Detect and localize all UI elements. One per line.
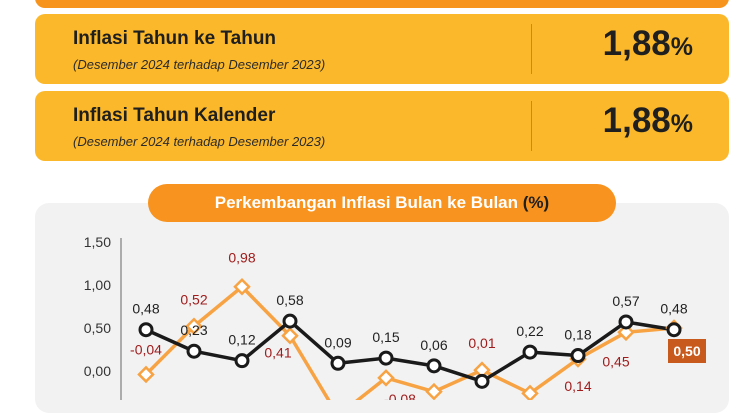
latest-value-highlight-box bbox=[668, 339, 706, 363]
black-series-data-label: 0,18 bbox=[564, 327, 591, 343]
orange-series-data-label: 0,98 bbox=[228, 250, 255, 266]
yoy-inflation-card: Inflasi Tahun ke Tahun (Desember 2024 te… bbox=[35, 14, 729, 84]
ytd-card-subtitle: (Desember 2024 terhadap Desember 2023) bbox=[73, 134, 326, 149]
black-circle-marker bbox=[570, 348, 586, 364]
orange-series-data-label: 0,14 bbox=[564, 378, 591, 394]
black-circle-marker bbox=[522, 344, 538, 360]
black-series-data-label: 0,23 bbox=[180, 322, 207, 338]
black-circle-marker bbox=[138, 322, 154, 338]
y-tick-label: 1,50 bbox=[84, 234, 111, 250]
yoy-value-number: 1,88 bbox=[602, 24, 671, 63]
black-series-data-label: 0,12 bbox=[228, 332, 255, 348]
black-series-data-label: 0,58 bbox=[276, 292, 303, 308]
black-circle-marker bbox=[426, 358, 442, 374]
black-series-data-label: 0,48 bbox=[132, 301, 159, 317]
orange-diamond-marker bbox=[185, 317, 203, 336]
ytd-card-divider bbox=[531, 101, 532, 151]
series-black-line bbox=[145, 319, 675, 384]
black-circle-marker bbox=[282, 313, 298, 329]
chart-title-unit: (%) bbox=[522, 193, 550, 212]
y-tick-label: 0,00 bbox=[84, 363, 111, 379]
y-tick-label: 1,00 bbox=[84, 277, 111, 293]
black-circle-marker bbox=[618, 314, 634, 330]
orange-series-data-label: -0,52 bbox=[322, 399, 354, 400]
orange-series-data-label: -0,04 bbox=[130, 341, 162, 357]
orange-diamond-marker bbox=[233, 277, 251, 296]
black-series-data-label: 0,48 bbox=[660, 301, 687, 317]
black-circle-marker bbox=[234, 353, 250, 369]
black-series-data-label: 0,57 bbox=[612, 293, 639, 309]
ytd-value-unit: % bbox=[670, 110, 693, 138]
orange-diamond-marker bbox=[521, 384, 539, 400]
ytd-inflation-card: Inflasi Tahun Kalender (Desember 2024 te… bbox=[35, 91, 729, 161]
orange-diamond-marker bbox=[377, 369, 395, 387]
black-circle-marker bbox=[474, 373, 490, 389]
yoy-card-subtitle: (Desember 2024 terhadap Desember 2023) bbox=[73, 57, 326, 72]
orange-series-data-label: -0,08 bbox=[384, 391, 416, 400]
orange-series-data-label: 0,52 bbox=[180, 291, 207, 307]
black-series-data-label: 0,22 bbox=[516, 323, 543, 339]
chart-title-pill: Perkembangan Inflasi Bulan ke Bulan (%) bbox=[148, 184, 616, 222]
ytd-value-number: 1,88 bbox=[602, 101, 671, 140]
yoy-card-title: Inflasi Tahun ke Tahun bbox=[73, 28, 277, 49]
black-series-data-label: 0,06 bbox=[420, 337, 447, 353]
black-circle-marker bbox=[186, 343, 202, 359]
black-series-data-label: 0,09 bbox=[324, 334, 351, 350]
orange-series-data-label: 0,45 bbox=[602, 353, 629, 369]
yoy-value-unit: % bbox=[670, 33, 693, 61]
black-circle-marker bbox=[378, 350, 394, 366]
orange-diamond-marker bbox=[137, 365, 155, 384]
orange-diamond-marker bbox=[617, 323, 635, 342]
orange-series-data-label: 0,41 bbox=[264, 345, 291, 361]
black-series-data-label: 0,15 bbox=[372, 329, 399, 345]
black-circle-marker bbox=[666, 322, 682, 338]
ytd-card-value: 1,88% bbox=[603, 101, 693, 141]
header-banner bbox=[35, 0, 729, 8]
orange-diamond-marker bbox=[425, 382, 443, 400]
chart-title: Perkembangan Inflasi Bulan ke Bulan bbox=[214, 193, 519, 212]
black-circle-marker bbox=[330, 355, 346, 371]
orange-diamond-marker bbox=[281, 326, 299, 345]
orange-series-data-label: 0,01 bbox=[468, 335, 495, 351]
yoy-card-value: 1,88% bbox=[603, 24, 693, 64]
mom-inflation-chart: 1,50 1,00 0,50 0,00 0,48 0,23 0,12 0,58 0,09 0,15… bbox=[84, 234, 706, 400]
ytd-card-title: Inflasi Tahun Kalender bbox=[73, 105, 276, 126]
series-orange-line bbox=[144, 284, 675, 400]
yoy-card-divider bbox=[531, 24, 532, 74]
y-tick-label: 0,50 bbox=[84, 320, 111, 336]
latest-value-label: 0,50 bbox=[673, 343, 700, 359]
